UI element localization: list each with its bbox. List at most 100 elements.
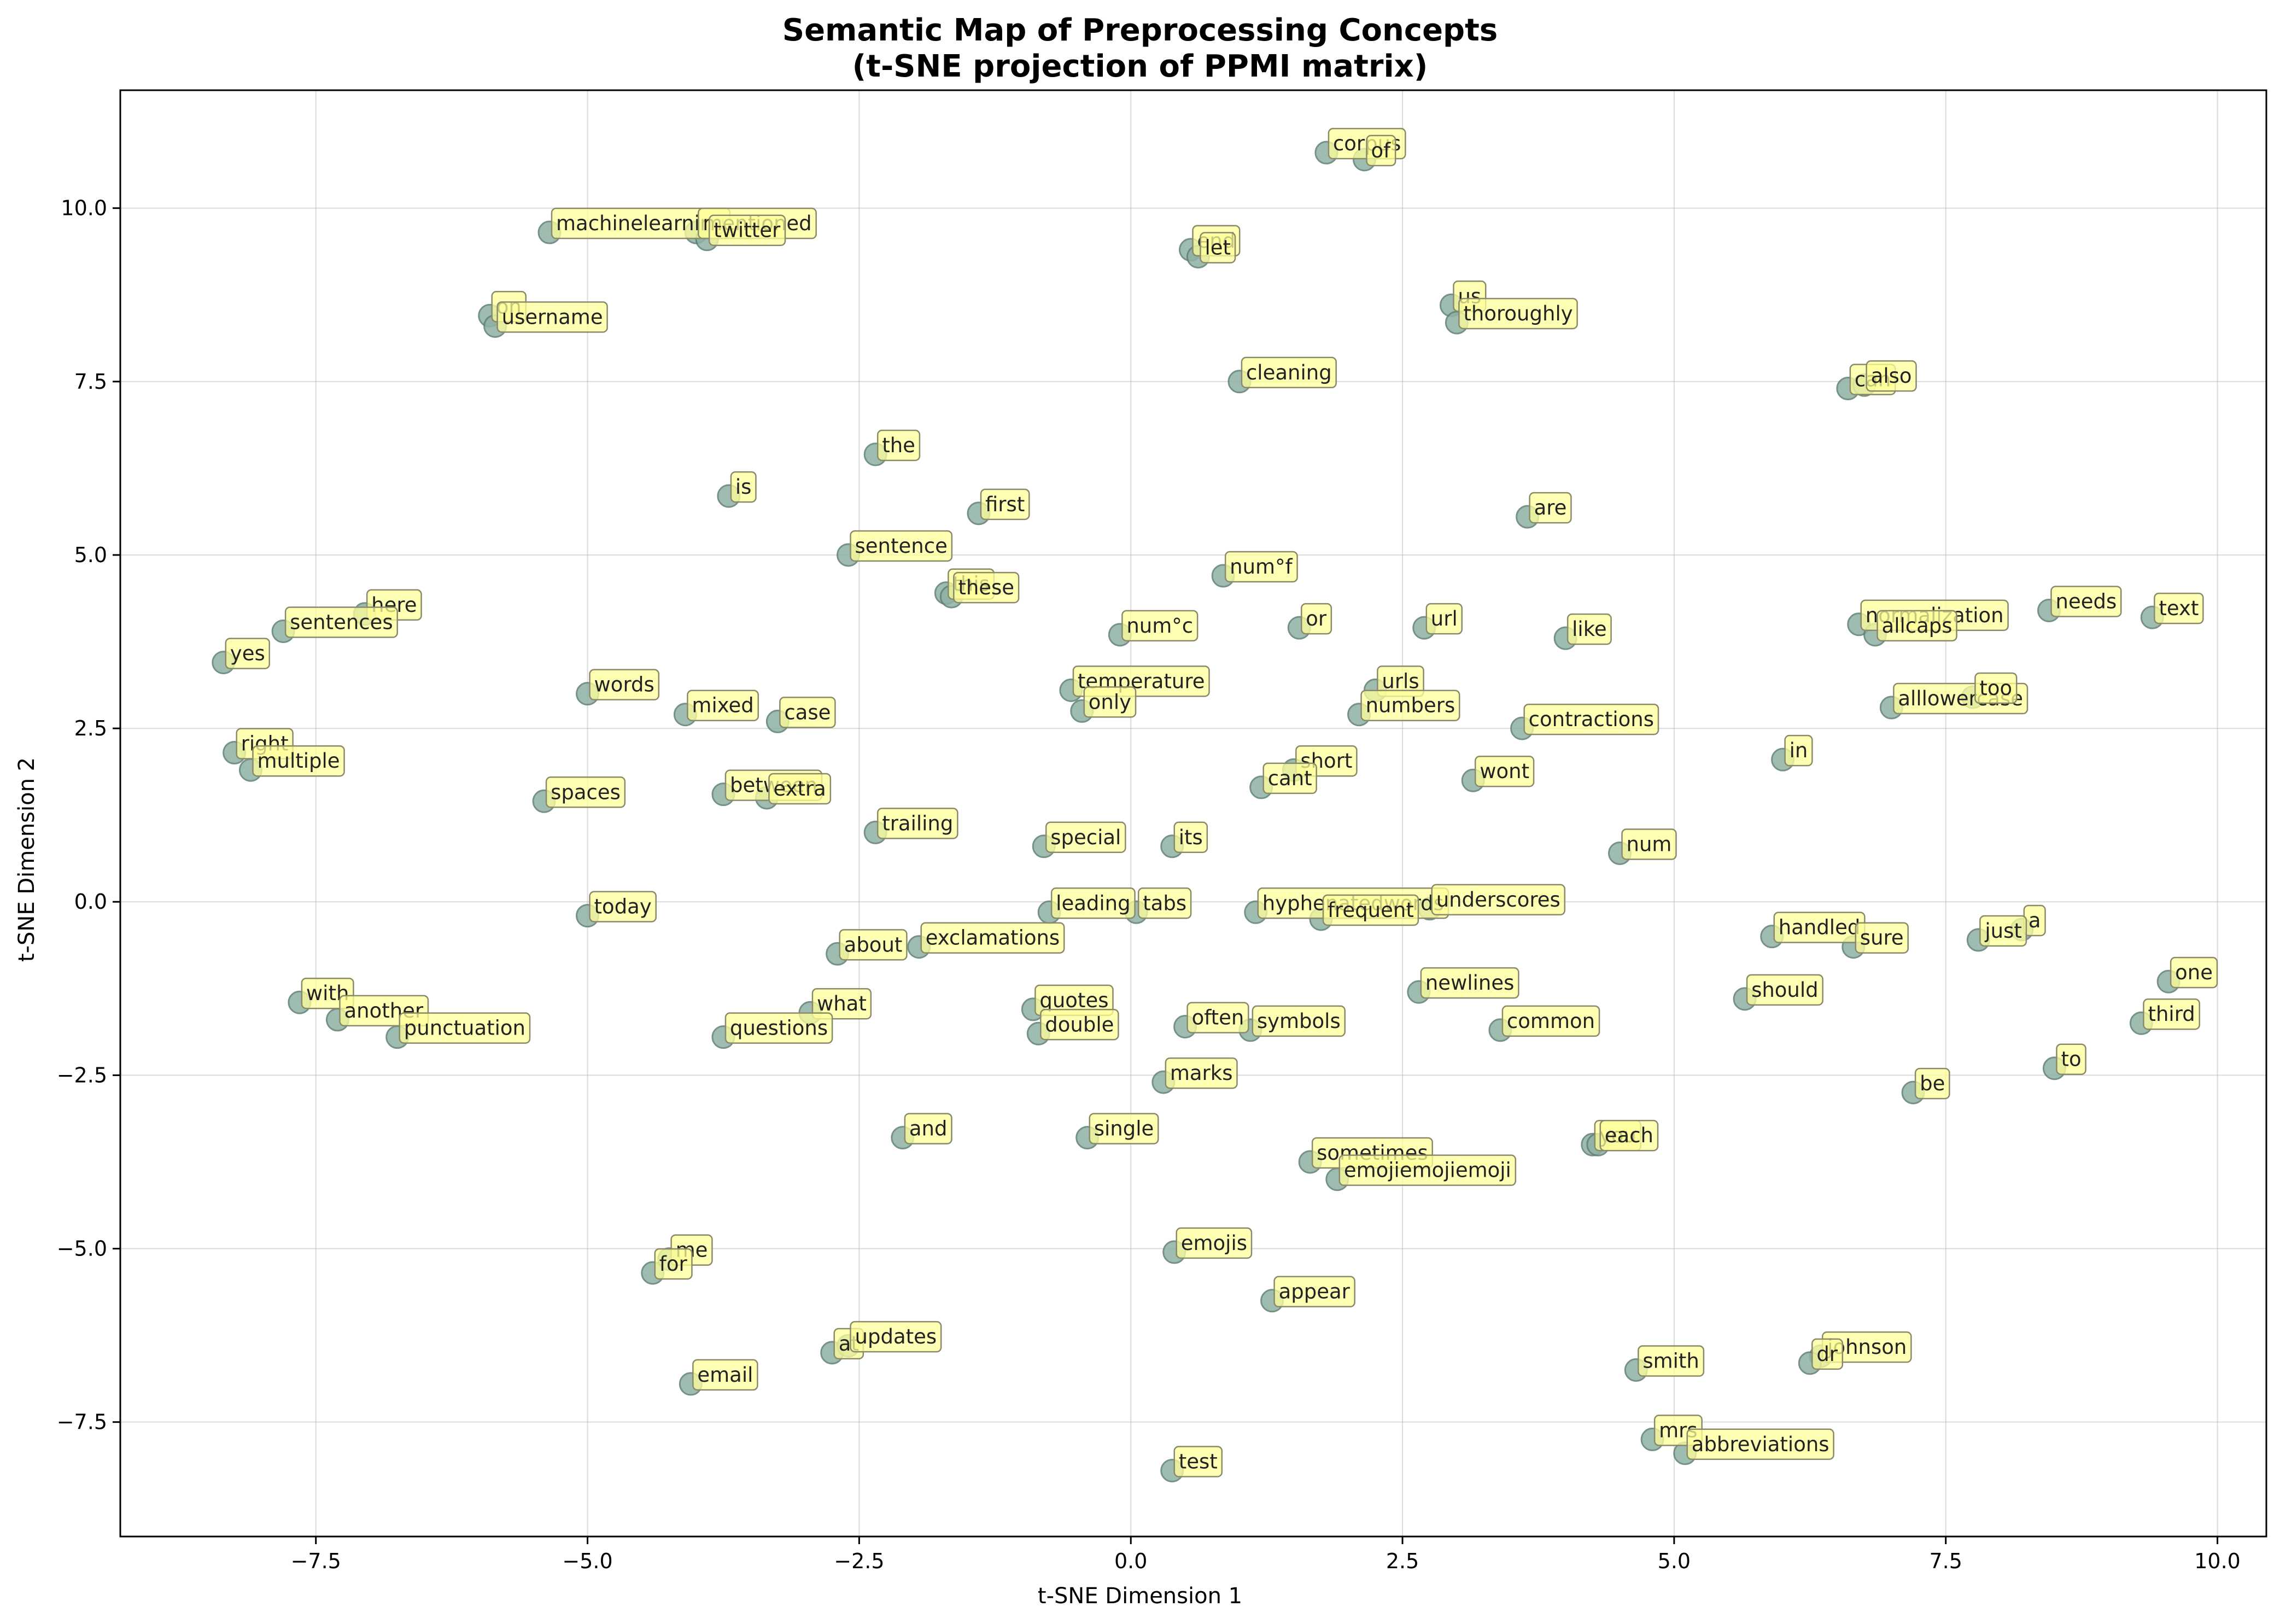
point-label-text: num°f [1230,555,1293,579]
point-label-text: email [697,1363,753,1387]
point-label-text: words [594,673,654,697]
point-label: smith [1638,1345,1705,1377]
point-label-text: about [844,933,903,956]
point-label-text: smith [1642,1350,1699,1373]
point-label-text: one [2175,961,2213,984]
point-label: cleaning [1241,357,1337,389]
point-label: what [811,988,872,1020]
point-label-text: dr [1816,1342,1838,1366]
point-label: allcaps [1876,610,1957,642]
y-tick-label: −7.5 [57,1410,107,1434]
point-label-box [1045,821,1126,854]
point-label: special [1045,821,1126,854]
point-label-box [1746,974,1823,1006]
point-label-text: multiple [257,749,340,773]
point-label-box [2056,1043,2086,1075]
point-label-box [496,301,608,333]
point-label-text: common [1507,1009,1595,1033]
point-label: to [2056,1043,2086,1075]
point-label-text: username [502,305,603,329]
point-label: a [2023,904,2046,937]
y-axis-label: t-SNE Dimension 2 [14,757,39,962]
point-label-box [1301,603,1332,635]
point-label-box [1431,884,1566,916]
point-label: often [1186,1002,1249,1033]
point-label-text: too [1979,676,2012,700]
point-label: sentences [284,606,398,638]
point-label: frequent [1322,894,1419,926]
point-label: username [496,301,608,333]
point-label-box [920,922,1065,954]
point-label: single [1089,1113,1159,1144]
point-label-text: sentences [290,610,393,634]
point-label-text: punctuation [404,1017,525,1040]
point-label-box [1050,887,1136,919]
point-label-text: symbols [1257,1009,1341,1033]
point-label-text: are [1534,496,1567,519]
point-label: each [1599,1119,1659,1152]
point-label: email [692,1359,758,1391]
plot-frame [119,89,2267,1538]
point-label: appear [1273,1276,1355,1307]
point-label-box [692,1359,758,1391]
point-label-text: a [2028,909,2041,932]
point-label-box [1686,1428,1834,1461]
x-tick-label: −5.0 [562,1549,612,1573]
point-label: newlines [1420,967,1519,999]
point-label-text: handled [1779,916,1861,939]
point-label: let [1200,232,1236,264]
point-label-box [1599,1119,1659,1152]
point-label-text: mixed [692,694,753,717]
point-label-box [1224,551,1298,583]
point-label: updates [850,1321,942,1353]
point-label-box [1186,1002,1249,1033]
point-label-box [1458,297,1578,330]
point-label: emojis [1176,1227,1253,1259]
point-label-box [850,1321,942,1353]
point-label: numbers [1360,690,1460,721]
point-label: or [1301,603,1332,635]
point-label-text: questions [730,1017,828,1040]
point-label-text: each [1605,1124,1653,1147]
y-tick-label: −5.0 [57,1237,107,1261]
point-label-text: num [1627,832,1672,856]
point-label-text: url [1431,607,1458,630]
point-label: too [1974,672,2018,704]
point-label: symbols [1252,1005,1346,1037]
point-label: marks [1165,1057,1238,1089]
point-label-text: let [1205,236,1231,259]
point-label-text: trailing [882,811,953,835]
point-label-box [811,988,872,1020]
x-tick-label: 0.0 [1114,1549,1147,1573]
point-label-text: tabs [1143,891,1186,915]
point-label: tabs [1137,887,1192,919]
point-label-box [1523,703,1659,735]
point-label-text: to [2061,1048,2081,1071]
point-label-text: yes [230,642,265,665]
point-label-box [708,214,786,246]
point-label-text: third [2148,1002,2195,1026]
point-label-text: numbers [1366,694,1455,717]
point-label-box [953,571,1020,604]
point-label-text: twitter [714,219,781,242]
point-label: sure [1855,922,1909,954]
point-label-box [1176,1227,1253,1259]
point-label: should [1746,974,1823,1006]
point-label-box [980,488,1030,521]
point-label: punctuation [399,1012,531,1044]
point-label: num°c [1121,610,1199,642]
point-label-box [1241,357,1337,389]
point-label-text: today [594,895,652,919]
point-label-box [1974,672,2018,704]
point-label-text: often [1192,1006,1244,1030]
point-label-text: be [1920,1072,1945,1095]
point-label-box [839,929,908,961]
point-label: these [953,571,1020,604]
point-label-box [225,638,270,669]
point-label-box [2170,956,2218,989]
point-label-text: only [1089,690,1131,714]
point-label-text: in [1790,739,1808,762]
point-labels: corpusofmachinelearningmentionedtwittere… [225,127,2218,1477]
point-label: machinelearning [551,207,731,239]
chart-title: Semantic Map of Preprocessing Concepts [782,13,1498,48]
